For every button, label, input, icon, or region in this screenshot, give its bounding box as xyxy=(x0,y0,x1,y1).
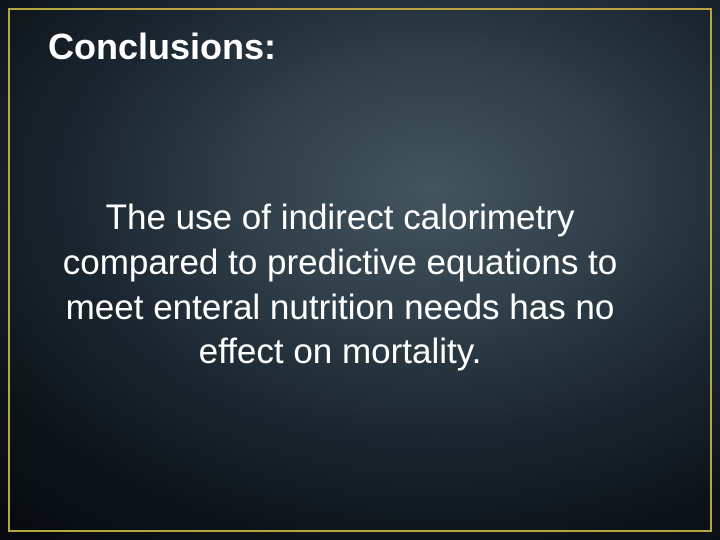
slide-container: Conclusions: The use of indirect calorim… xyxy=(0,0,720,540)
slide-body-text: The use of indirect calorimetry compared… xyxy=(40,196,640,375)
slide-title: Conclusions: xyxy=(48,26,276,68)
